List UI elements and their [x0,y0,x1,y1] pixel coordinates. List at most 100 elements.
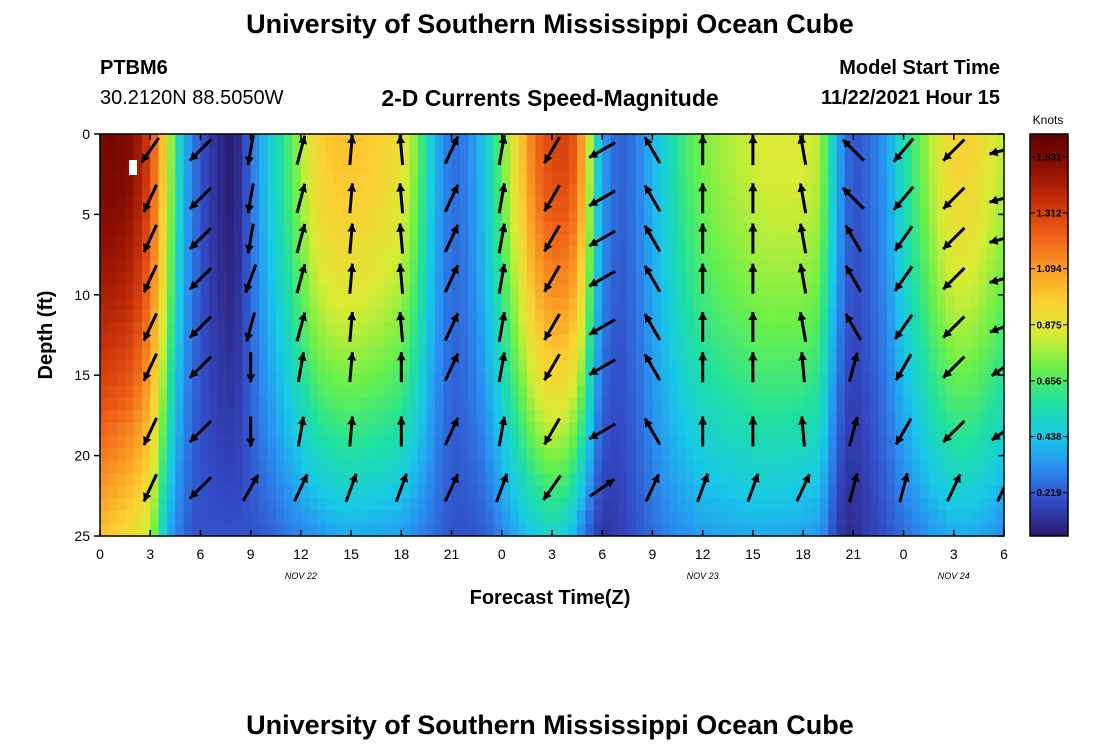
heatmap-cell [351,171,361,185]
heatmap-cell [937,385,947,399]
heatmap-cell [510,159,520,173]
heatmap-cell [493,523,503,536]
heatmap-cell [217,196,227,210]
heatmap-cell [911,221,921,236]
heatmap-cell [819,397,829,411]
heatmap-cell [401,234,411,248]
heatmap-cell [593,259,603,273]
heatmap-cell [568,360,578,374]
heatmap-cell [351,372,361,386]
heatmap-cell [384,221,394,236]
heatmap-cell [108,184,118,198]
heatmap-cell [870,297,880,311]
heatmap-cell [677,523,687,536]
heatmap-cell [953,385,963,399]
heatmap-cell [635,171,645,185]
heatmap-cell [694,134,704,148]
heatmap-cell [694,309,704,324]
heatmap-cell [752,335,762,349]
heatmap-cell [711,134,721,148]
heatmap-cell [602,335,612,349]
heatmap-cell [719,209,729,223]
heatmap-cell [292,247,302,261]
heatmap-cell [786,146,796,160]
heatmap-cell [761,422,771,437]
heatmap-cell [217,410,227,424]
heatmap-cell [778,422,787,437]
heatmap-cell [133,171,143,185]
heatmap-cell [903,485,913,499]
heatmap-cell [794,510,804,525]
heatmap-cell [100,159,109,173]
heatmap-cell [367,309,377,324]
heatmap-cell [518,385,528,399]
heatmap-cell [518,297,528,311]
heatmap-cell [953,347,963,361]
heatmap-cell [510,498,520,512]
heatmap-cell [995,297,1004,311]
heatmap-cell [200,335,210,349]
heatmap-cell [183,259,193,273]
heatmap-cell [870,347,880,361]
heatmap-cell [736,523,746,536]
heatmap-cell [141,473,151,487]
current-arrow [588,318,616,336]
heatmap-cell [886,385,896,399]
heatmap-cell [878,448,888,462]
current-arrow [347,311,357,343]
heatmap-cell [116,159,126,173]
heatmap-cell [794,435,804,449]
heatmap-cell [627,523,637,536]
heatmap-cell [878,372,888,386]
heatmap-cell [627,171,637,185]
heatmap-cell [392,146,402,160]
heatmap-cell [719,347,729,361]
heatmap-cell [803,385,813,399]
heatmap-cell [593,347,603,361]
heatmap-cell [552,297,561,311]
heatmap-cell [535,159,545,173]
heatmap-cell [803,498,813,512]
heatmap-cell [828,523,838,536]
heatmap-cell [677,146,687,160]
heatmap-cell [485,297,495,311]
heatmap-cell [233,397,243,411]
heatmap-cell [819,272,829,286]
heatmap-cell [208,297,218,311]
heatmap-cell [175,422,185,437]
heatmap-cell [911,272,921,286]
heatmap-cell [577,209,587,223]
heatmap-cell [367,297,377,311]
heatmap-cell [769,422,779,437]
date-label: NOV 24 [938,571,970,581]
heatmap-cell [878,134,888,148]
heatmap-cell [853,322,863,336]
heatmap-cell [493,259,503,273]
heatmap-cell [937,196,947,210]
heatmap-cell [200,397,210,411]
heatmap-cell [242,347,252,361]
heatmap-cell [443,146,453,160]
heatmap-cell [501,397,511,411]
heatmap-cell [476,234,486,248]
heatmap-cell [752,498,762,512]
heatmap-cell [208,221,218,236]
heatmap-cell [510,221,520,236]
heatmap-cell [233,485,243,499]
heatmap-cell [685,234,695,248]
heatmap-cell [359,435,369,449]
heatmap-cell [568,171,578,185]
heatmap-cell [409,385,419,399]
heatmap-cell [543,422,553,437]
heatmap-cell [577,196,587,210]
heatmap-cell [401,146,411,160]
heatmap-cell [192,448,202,462]
heatmap-cell [158,523,168,536]
heatmap-cell [660,523,670,536]
heatmap-cell [518,473,528,487]
heatmap-cell [593,360,603,374]
heatmap-cell [217,485,227,499]
heatmap-cell [828,171,838,185]
heatmap-cell [685,523,695,536]
heatmap-cell [744,284,754,298]
